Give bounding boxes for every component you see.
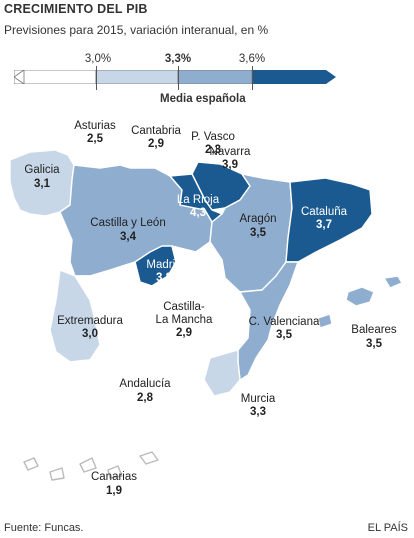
region-label-castillaleon: Castilla y León: [90, 217, 165, 229]
legend-average-note: Media española: [160, 93, 246, 105]
region-value-baleares: 3,5: [366, 338, 383, 350]
legend-arrow-right: [326, 70, 336, 84]
region-cantabria: [119, 151, 161, 169]
region-label-extremadura: Extremadura: [57, 315, 123, 327]
region-label-castillamancha-line2: La Mancha: [156, 314, 214, 326]
region-value-castillaleon: 3,4: [120, 231, 137, 243]
region-value-cvalenciana: 3,5: [276, 329, 293, 341]
region-value-galicia: 3,1: [34, 178, 51, 190]
region-label-murcia: Murcia: [241, 393, 276, 405]
region-label-asturias: Asturias: [74, 120, 116, 132]
region-value-pvasco: 2,3: [205, 144, 221, 156]
region-label-baleares: Baleares: [351, 324, 397, 336]
region-value-madrid: 3,8: [156, 272, 173, 284]
region-label-cataluna: Cataluña: [301, 206, 348, 218]
region-value-murcia: 3,3: [250, 406, 266, 418]
region-value-canarias: 1,9: [106, 485, 122, 497]
map-title: CRECIMIENTO DEL PIB: [4, 2, 148, 16]
region-label-castillamancha-line1: Castilla-: [163, 301, 205, 313]
region-baleares: [345, 286, 375, 307]
legend-tick-label-average: 3,3%: [164, 53, 192, 65]
region-value-navarra: 3,9: [222, 159, 238, 171]
region-label-larioja: La Rioja: [177, 194, 220, 206]
legend-tick-label: 3,0%: [84, 53, 112, 65]
brand-logo-text: EL PAÍS: [367, 522, 408, 534]
region-value-asturias: 2,5: [87, 133, 104, 145]
region-baleares-menorca: [383, 275, 403, 289]
legend-tick-line: [252, 66, 253, 90]
region-andalucia: [39, 344, 215, 431]
region-label-aragon: Aragón: [239, 213, 276, 225]
map-subtitle: Previsiones para 2015, variación interan…: [4, 23, 269, 37]
region-value-cantabria: 2,9: [148, 138, 164, 150]
region-label-andalucia: Andalucía: [119, 378, 171, 390]
region-label-navarra: Navarra: [210, 146, 252, 158]
legend-arrow-left: [14, 70, 25, 84]
region-value-andalucia: 2,8: [137, 392, 154, 404]
region-label-madrid: Madrid: [146, 259, 181, 271]
region-label-cvalenciana: C. Valenciana: [249, 316, 320, 328]
region-label-pvasco: P. Vasco: [191, 131, 235, 143]
region-label-galicia: Galicia: [24, 164, 60, 176]
region-cvalenciana: [237, 261, 299, 381]
legend-tick-line: [178, 66, 179, 90]
legend-tick-line: [96, 66, 97, 90]
region-value-cataluna: 3,7: [316, 219, 332, 231]
region-value-castillamancha: 2,9: [176, 327, 192, 339]
region-value-extremadura: 3,0: [82, 328, 98, 340]
region-value-larioja: 4,3: [190, 207, 206, 219]
region-label-cantabria: Cantabria: [131, 125, 181, 137]
region-canarias: [23, 451, 159, 481]
legend-swatch-high: [252, 70, 326, 84]
legend-tick-label: 3,6%: [238, 53, 266, 65]
source-note: Fuente: Funcas.: [4, 522, 84, 534]
region-label-canarias: Canarias: [91, 471, 137, 483]
region-value-aragon: 3,5: [250, 227, 267, 239]
region-baleares-ibiza: [317, 313, 333, 329]
region-cataluna: [285, 177, 373, 263]
